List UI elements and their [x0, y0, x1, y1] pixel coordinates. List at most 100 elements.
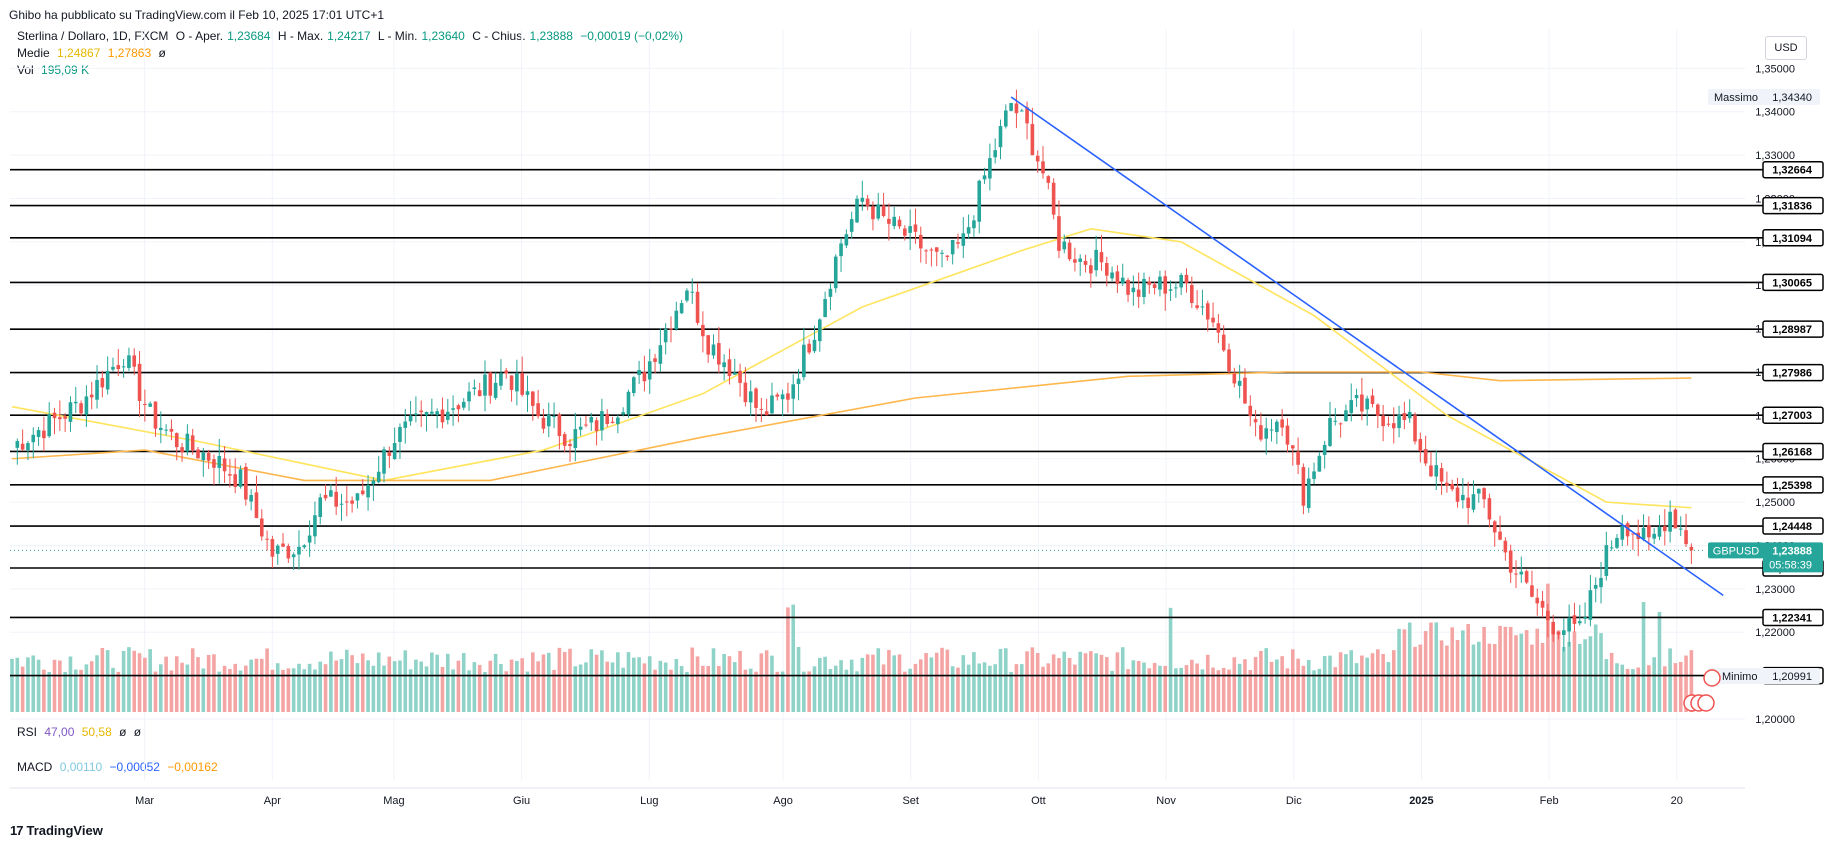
volume-bar — [1365, 657, 1369, 712]
volume-bar — [259, 658, 264, 712]
candle — [143, 389, 147, 422]
volume-bar — [376, 652, 381, 712]
candle — [1200, 289, 1205, 316]
volume-bar — [1599, 633, 1603, 712]
candle-body — [520, 373, 524, 395]
candle-body — [281, 543, 285, 547]
candle — [764, 398, 769, 416]
volume-bar — [1057, 658, 1061, 712]
candle — [631, 376, 636, 397]
candle — [743, 367, 748, 407]
candle — [1524, 569, 1529, 585]
candle-body — [1397, 414, 1401, 429]
horizontal-level-tag: 1,26168 — [1762, 442, 1824, 461]
candle — [1365, 395, 1369, 426]
candle — [265, 530, 269, 551]
candle-body — [918, 234, 923, 249]
ma-legend[interactable]: Medie 1,24867 1,27863 ø — [17, 46, 170, 60]
candle-body — [849, 219, 854, 232]
candle — [722, 354, 726, 381]
volume-bar — [297, 663, 301, 712]
candle-body — [1280, 419, 1284, 428]
ma-label[interactable]: Medie — [17, 46, 50, 60]
volume-bar — [318, 661, 323, 712]
candle — [982, 167, 987, 184]
vol-label[interactable]: Vol — [17, 63, 34, 77]
rsi-label[interactable]: RSI — [17, 725, 38, 739]
volume-bar — [1647, 665, 1651, 712]
min-tag-value: 1,20991 — [1772, 671, 1812, 683]
volume-bar — [855, 671, 859, 712]
rsi-legend[interactable]: RSI 47,00 50,58 ø ø — [17, 725, 145, 739]
volume-bar — [1631, 669, 1635, 712]
candle-body — [1625, 523, 1630, 537]
candle — [908, 209, 912, 251]
candle-body — [111, 366, 115, 370]
symbol-label[interactable]: Sterlina / Dollaro, 1D, FXCM — [17, 29, 169, 43]
volume-bar — [669, 669, 673, 712]
volume-bar — [1131, 660, 1136, 712]
volume-bar — [876, 648, 881, 712]
candle-body — [743, 382, 748, 403]
horizontal-level-tag: 1,24448 — [1762, 517, 1824, 535]
candle — [382, 446, 386, 483]
candle-body — [1073, 259, 1077, 263]
x-tick-label: Feb — [1540, 795, 1559, 807]
candle-body — [1461, 494, 1465, 501]
volume-bar — [945, 649, 950, 712]
candle — [695, 282, 700, 326]
candle — [1248, 395, 1253, 427]
volume-bar — [493, 653, 498, 712]
candle-body — [1588, 590, 1593, 620]
candle-body — [1620, 526, 1625, 540]
candle — [1609, 540, 1614, 551]
max-price-tag: Massimo 1,34340 — [1708, 89, 1820, 105]
volume-bar — [1009, 671, 1013, 712]
volume-bar — [887, 649, 891, 712]
candle-body — [47, 414, 52, 437]
candle — [754, 387, 758, 422]
candle — [111, 357, 115, 372]
candle-body — [1232, 373, 1237, 384]
macd-legend[interactable]: MACD 0,00110 −0,00052 −0,00162 — [17, 760, 222, 774]
candle-body — [472, 387, 477, 390]
candle-body — [254, 492, 259, 519]
volume-bar — [477, 664, 482, 712]
candle — [1089, 258, 1093, 288]
candle — [802, 327, 806, 381]
volume-bar — [1657, 611, 1662, 712]
candle — [924, 249, 928, 264]
candle — [1131, 275, 1136, 306]
candle-body — [1205, 303, 1210, 320]
candle — [876, 192, 881, 221]
candle-body — [1482, 488, 1486, 500]
candle — [1275, 419, 1279, 445]
volume-bar — [892, 655, 897, 712]
flag-circle — [1703, 669, 1721, 687]
candle-body — [1259, 425, 1263, 440]
volume-bar — [871, 654, 875, 712]
candle — [1264, 417, 1269, 455]
macd-label[interactable]: MACD — [17, 760, 53, 774]
volume-bar — [1668, 648, 1672, 712]
low-label: L - Min. — [377, 29, 418, 43]
candle — [961, 217, 966, 259]
candle-body — [1519, 571, 1524, 575]
candle-body — [802, 344, 806, 378]
candle — [1556, 631, 1561, 640]
volume-bar — [1317, 668, 1322, 712]
vol-legend[interactable]: Vol 195,09 K — [17, 63, 93, 77]
y-tick-label: 1,34000 — [1755, 107, 1795, 119]
ohlc-legend[interactable]: Sterlina / Dollaro, 1D, FXCM O - Aper. 1,… — [17, 29, 687, 43]
candle — [1147, 276, 1152, 294]
candle-body — [169, 428, 174, 432]
candle — [456, 403, 461, 423]
currency-selector[interactable]: USD — [1765, 36, 1807, 60]
tradingview-brand[interactable]: 17 TradingView — [10, 823, 103, 838]
volume-bar — [881, 664, 886, 712]
candle — [307, 520, 312, 557]
candle-body — [1450, 484, 1455, 490]
candle-body — [445, 411, 450, 420]
horizontal-level-tag: 1,27003 — [1762, 406, 1824, 424]
